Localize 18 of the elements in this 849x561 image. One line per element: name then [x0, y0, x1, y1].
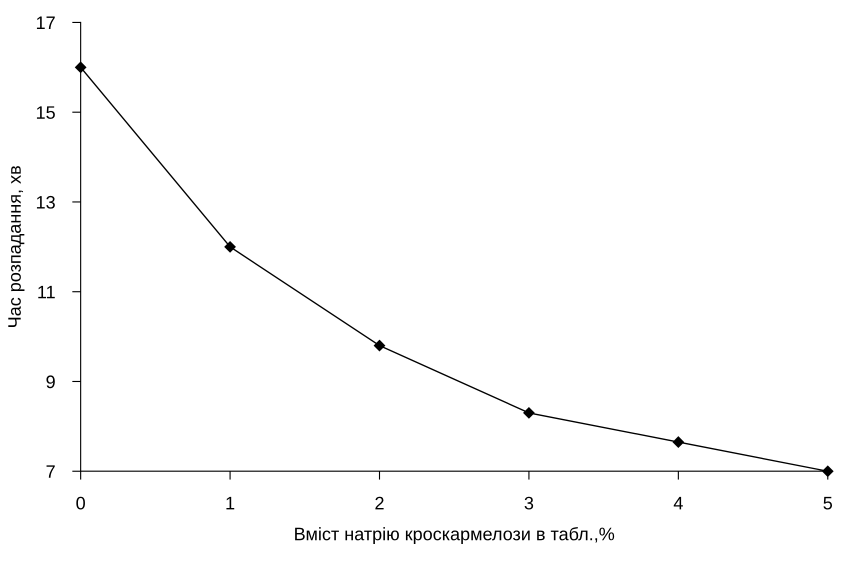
y-tick-label: 17	[36, 16, 55, 29]
point	[374, 340, 386, 352]
y-tick-label: 13	[36, 196, 55, 209]
y-axis-title: Час розпадання, хв	[8, 166, 24, 327]
y-tick-label: 15	[36, 106, 55, 119]
x-tick-label: 0	[76, 496, 85, 510]
x-tick-label: 2	[375, 496, 384, 510]
y-tick-label: 11	[38, 286, 55, 298]
x-tick-label: 1	[226, 496, 234, 510]
x-tick-label: 4	[674, 496, 683, 510]
y-tick-label: 9	[46, 375, 55, 388]
y-tick-label: 7	[46, 465, 55, 478]
x-tick-label: 5	[823, 496, 832, 510]
point	[523, 407, 535, 418]
x-tick-label: 3	[524, 496, 534, 510]
point	[672, 436, 684, 448]
x-axis-title: Вміст натрію кроскармелози в табл.,%	[295, 526, 614, 544]
point	[224, 241, 236, 252]
